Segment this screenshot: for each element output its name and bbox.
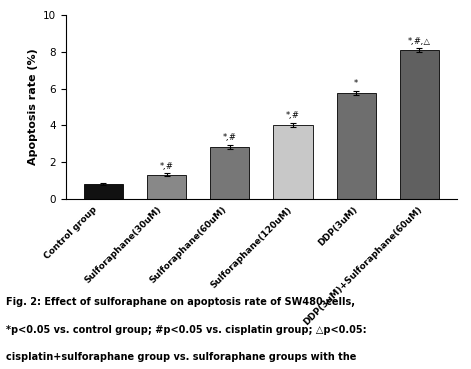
Bar bbox=[274, 125, 313, 199]
Text: Sulforaphane(30uM): Sulforaphane(30uM) bbox=[83, 205, 164, 285]
Text: Fig. 2: Effect of sulforaphane on apoptosis rate of SW480 cells,: Fig. 2: Effect of sulforaphane on apopto… bbox=[6, 297, 355, 307]
Y-axis label: Apoptosis rate (%): Apoptosis rate (%) bbox=[27, 49, 38, 165]
Text: *,#: *,# bbox=[160, 162, 173, 170]
Text: Control group: Control group bbox=[42, 205, 98, 261]
Text: cisplatin+sulforaphane group vs. sulforaphane groups with the: cisplatin+sulforaphane group vs. sulfora… bbox=[6, 352, 356, 362]
Text: *: * bbox=[354, 79, 358, 88]
Text: *,#: *,# bbox=[223, 133, 237, 142]
Text: *p<0.05 vs. control group; #p<0.05 vs. cisplatin group; △p<0.05:: *p<0.05 vs. control group; #p<0.05 vs. c… bbox=[6, 325, 366, 335]
Bar bbox=[210, 147, 249, 199]
Bar bbox=[400, 50, 439, 199]
Bar bbox=[337, 93, 376, 199]
Bar bbox=[147, 175, 186, 199]
Text: Sulforaphane(60uM): Sulforaphane(60uM) bbox=[148, 205, 229, 285]
Bar bbox=[84, 183, 123, 199]
Text: *,#,△: *,#,△ bbox=[408, 37, 431, 46]
Text: DDP(3uM): DDP(3uM) bbox=[316, 205, 359, 248]
Text: Sulforaphane(120uM): Sulforaphane(120uM) bbox=[209, 205, 294, 290]
Text: *,#: *,# bbox=[286, 111, 300, 120]
Text: DDP(3uM)+Sulforaphane(60uM): DDP(3uM)+Sulforaphane(60uM) bbox=[302, 205, 424, 327]
